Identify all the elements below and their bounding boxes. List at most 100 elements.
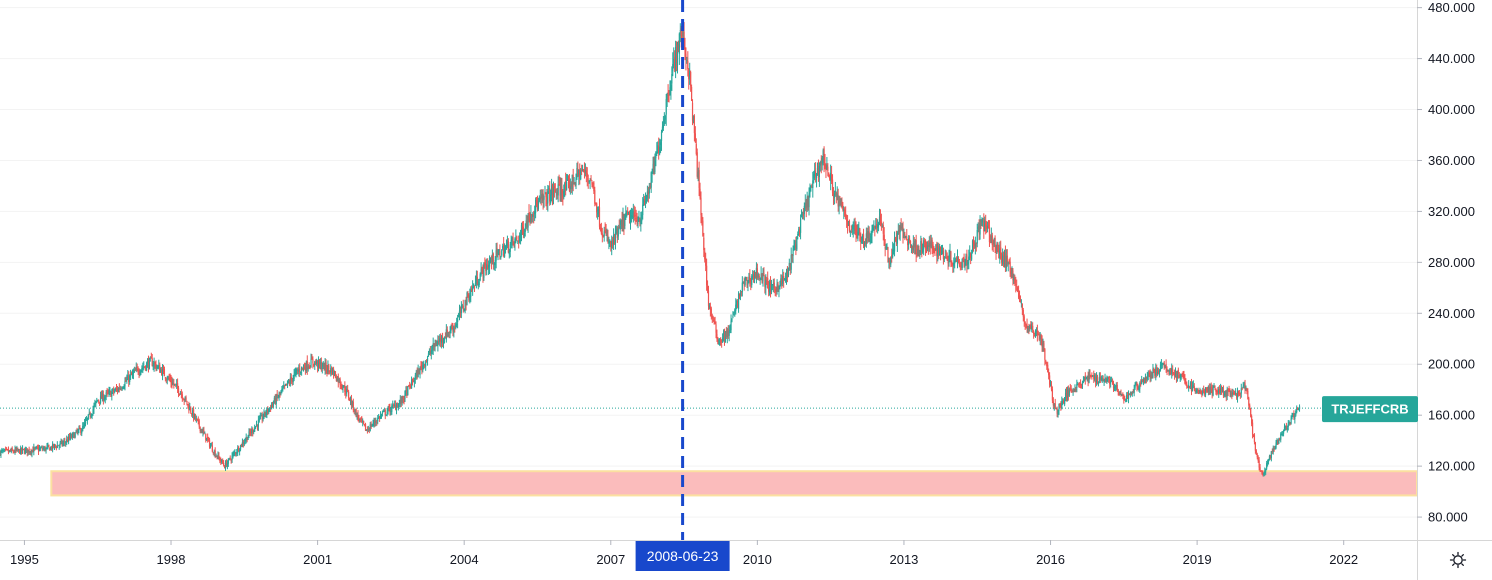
candle-body [303,366,306,369]
candle-body [1112,383,1115,388]
candle-body [386,411,388,415]
candle-body [836,193,838,198]
price-axis[interactable]: 80.000 120.000 160.000 200.000 240.000 280.00… [1417,0,1475,525]
candle-body [444,337,446,339]
candle-body [247,436,249,440]
candle-body [409,385,411,387]
candle-body [1138,388,1140,391]
candle-body [817,168,820,175]
candle-body [753,274,755,280]
candle-body [63,441,65,443]
candle-body [613,237,616,241]
candle-body [349,398,352,401]
candle-body [426,360,428,362]
candle-body [120,388,122,390]
candle-body [540,196,542,200]
candle-body [1287,423,1289,427]
candle-body [1102,378,1104,382]
candle-body [963,257,965,267]
candle-body [776,283,778,293]
candle-body [1276,440,1278,444]
candle-body [1034,331,1037,337]
price-tick-label: 320.000 [1428,204,1475,219]
candle-body [200,429,202,432]
candle-body [1273,448,1275,449]
candle-body [784,279,786,281]
candle-body [138,372,140,374]
candle-body [459,311,462,314]
candle-body [1005,256,1007,268]
candle-body [1007,261,1009,265]
marker-date-label-bg [635,541,730,571]
price-tick-label: 120.000 [1428,459,1475,474]
candle-body [1257,457,1259,461]
candle-body [29,451,31,453]
candle-body [990,235,992,243]
candle-body [333,371,336,375]
candle-body [857,231,859,239]
candle-body [203,430,205,433]
candle-body [556,192,558,196]
candle-body [767,278,769,289]
candle-body [673,59,675,66]
candle-body [345,391,347,394]
candle-body [114,390,116,393]
candle-body [476,276,478,285]
candle-body [351,401,353,406]
candle-body [441,336,443,343]
candle-body [267,408,269,412]
candle-body [1233,391,1235,394]
candle-body [1133,388,1135,393]
candle-body [223,463,225,466]
candle-body [609,240,611,243]
candle-body [289,377,291,385]
candle-body [1106,379,1108,381]
candle-body [1077,384,1079,385]
candle-body [321,367,323,369]
candle-body [87,414,89,419]
candle-body [36,447,39,449]
candle-body [822,150,824,158]
candle-body [393,404,395,406]
candle-body [340,385,342,387]
candle-body [1256,454,1258,458]
candle-body [972,239,975,244]
time-axis[interactable]: 1995 1998 2001 2004 2007 2010 2013 2016 2019 2022 [10,540,1358,567]
candle-body [193,413,196,419]
candle-body [195,418,197,420]
candle-body [1126,395,1129,399]
candle-body [1089,374,1091,376]
candle-body [866,232,868,239]
candle-body [1241,388,1243,390]
candle-body [1042,343,1044,347]
candle-body [292,378,294,383]
candle-body [330,368,332,373]
candle-body [748,276,750,282]
candle-body [523,232,525,237]
candle-body [978,225,980,234]
candle-body [625,212,627,217]
candle-body [1282,430,1285,434]
candle-body [832,193,835,197]
symbol-label-bg [1322,396,1418,423]
candle-body [592,182,594,184]
candle-body [1220,388,1222,393]
candle-body [1079,383,1081,385]
candle-body [301,367,304,369]
candle-body [841,200,843,207]
candle-body [905,235,907,239]
candle-body [411,379,414,382]
candle-body [801,213,804,215]
candle-body [122,387,124,389]
candle-body [1083,376,1085,382]
candle-body [105,392,107,396]
candle-body [902,227,904,239]
candle-body [976,230,978,244]
settings-gear-icon[interactable] [1446,548,1470,572]
candle-body [570,184,572,187]
candle-body [381,412,384,414]
candle-body [700,197,702,216]
candle-body [803,205,805,215]
candle-body [859,228,861,236]
